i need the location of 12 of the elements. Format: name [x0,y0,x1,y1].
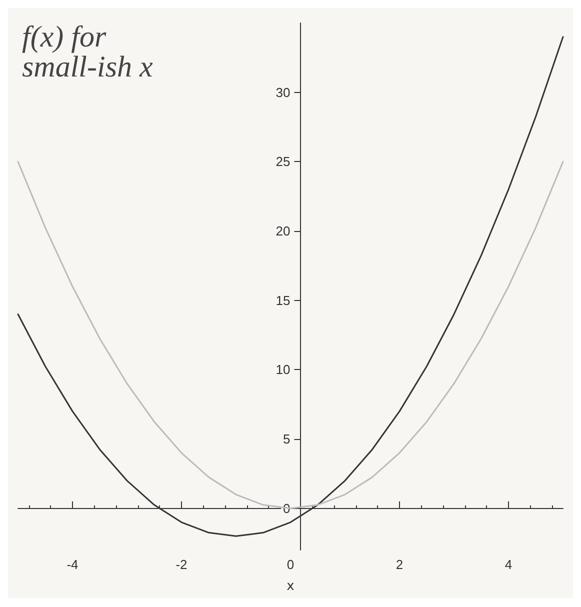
x-tick-label: -2 [176,557,188,572]
y-tick-label: 30 [276,84,290,100]
y-tick-label: 5 [282,432,290,447]
x-tick-label: 2 [396,557,404,572]
x-tick-label: 4 [504,557,512,572]
annotation: f(x) for small-ish x [22,20,154,84]
y-tick-label: 20 [276,224,290,239]
x-axis-title: x [286,579,295,594]
y-tick-label: 15 [276,292,290,308]
y-tick-label: 25 [276,154,290,170]
y-tick-label: 10 [276,362,290,378]
x-tick-label: -4 [66,557,78,572]
